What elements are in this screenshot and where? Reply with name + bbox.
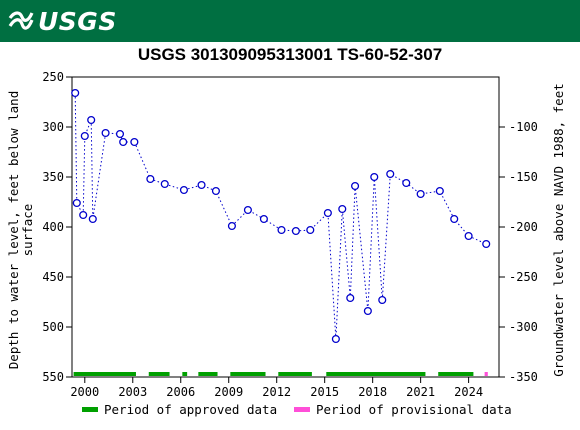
data-point: [115, 129, 125, 139]
data-point: [435, 186, 444, 196]
data-point: [351, 181, 360, 191]
data-point: [450, 214, 459, 224]
approved-period-bar: [278, 372, 312, 376]
data-point: [482, 239, 491, 249]
data-point: [197, 180, 206, 190]
approved-period-bar: [73, 372, 136, 376]
x-tick-label: 2000: [70, 385, 99, 399]
usgs-banner: USGS: [0, 0, 580, 42]
data-point: [464, 231, 473, 241]
usgs-logo[interactable]: USGS: [8, 6, 117, 36]
provisional-period-bar: [484, 372, 488, 376]
x-tick-label: 2006: [166, 385, 195, 399]
axis-ticks: 250 300 350 400 450 500 550 -100 -150 -200 -250 -30…: [42, 70, 538, 399]
y-tick-label-left: 300: [42, 120, 64, 134]
data-point: [88, 214, 97, 224]
legend-provisional-swatch: [294, 407, 310, 412]
data-point: [386, 169, 395, 179]
approved-period-bar: [230, 372, 266, 376]
chart-title: USGS 301309095313001 TS-60-52-307: [137, 45, 443, 64]
x-tick-label: 2009: [214, 385, 243, 399]
x-tick-label: 2018: [358, 385, 387, 399]
y-tick-label-left: 350: [42, 170, 64, 184]
data-point: [87, 115, 96, 125]
y-tick-label-left: 500: [42, 320, 64, 334]
y-tick-label-right: -300: [509, 320, 538, 334]
data-point: [306, 225, 315, 235]
approved-period-bar: [326, 372, 426, 376]
data-point: [160, 179, 169, 189]
data-point: [71, 88, 80, 98]
approved-period-bar: [198, 372, 218, 376]
data-point: [338, 204, 347, 214]
y-axis-label-left-line2: surface: [20, 204, 35, 257]
data-point: [416, 189, 425, 199]
data-point: [119, 137, 128, 147]
series-line: [74, 92, 487, 340]
usgs-wave-icon: [8, 8, 34, 34]
legend-approved-label: Period of approved data: [104, 402, 277, 417]
data-point: [179, 185, 188, 195]
approved-period-bar: [148, 372, 170, 376]
y-tick-label-left: 400: [42, 220, 64, 234]
legend-approved-swatch: [82, 407, 98, 412]
data-point: [243, 205, 252, 215]
y-tick-label-right: -200: [509, 220, 538, 234]
data-point: [323, 208, 332, 218]
data-point: [79, 210, 88, 220]
y-tick-label-left: 450: [42, 270, 64, 284]
y-axis-label-left-line1: Depth to water level, feet below land: [6, 91, 21, 369]
data-point: [291, 226, 300, 236]
data-point: [101, 128, 110, 138]
data-point: [72, 198, 81, 208]
x-tick-label: 2015: [310, 385, 339, 399]
x-tick-label: 2021: [406, 385, 435, 399]
logo-text: USGS: [38, 6, 117, 36]
y-tick-label-right: -350: [509, 370, 538, 384]
y-tick-label-right: -100: [509, 120, 538, 134]
data-point: [378, 295, 387, 305]
data-point: [146, 174, 155, 184]
data-point: [402, 178, 411, 188]
series-points: [71, 88, 491, 344]
period-bars: [73, 372, 488, 376]
y-tick-label-left: 550: [42, 370, 64, 384]
data-point: [277, 225, 286, 235]
y-tick-label-right: -150: [509, 170, 538, 184]
data-point: [211, 186, 220, 196]
x-tick-label: 2003: [118, 385, 147, 399]
data-point: [80, 131, 89, 141]
data-point: [130, 137, 139, 147]
data-point: [346, 293, 355, 303]
y-tick-label-left: 250: [42, 70, 64, 84]
y-axis-label-right: Groundwater level above NAVD 1988, feet: [551, 83, 566, 377]
x-tick-label: 2012: [262, 385, 291, 399]
approved-period-bar: [438, 372, 474, 376]
data-point: [363, 306, 372, 316]
approved-period-bar: [182, 372, 188, 376]
x-tick-label: 2024: [454, 385, 483, 399]
plot-frame: [71, 76, 500, 378]
data-point: [227, 221, 236, 231]
data-point: [331, 334, 340, 344]
y-tick-label-right: -250: [509, 270, 538, 284]
data-point: [370, 172, 379, 182]
legend-provisional-label: Period of provisional data: [316, 402, 512, 417]
series-dotted-line: [74, 92, 487, 340]
data-point: [259, 214, 268, 224]
